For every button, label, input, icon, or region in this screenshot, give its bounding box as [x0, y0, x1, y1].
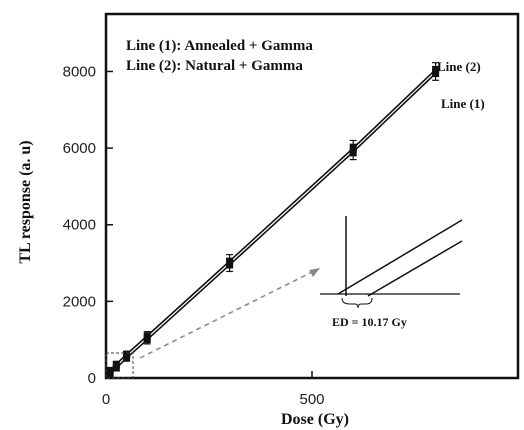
data-point	[112, 364, 120, 372]
inset-ed-brace	[341, 297, 373, 309]
data-point	[123, 350, 131, 358]
data-point	[112, 360, 120, 368]
y-axis-label: TL response (a. u)	[17, 140, 34, 263]
line-2-label: Line (2)	[437, 59, 481, 74]
data-point	[143, 332, 151, 340]
x-tick-label: 500	[299, 391, 324, 408]
zoom-arrow	[139, 270, 315, 359]
inset-ed-label: ED = 10.17 Gy	[332, 315, 407, 329]
y-tick-label: 8000	[63, 63, 96, 80]
series-line-1	[105, 72, 437, 379]
inset-line-2	[337, 219, 463, 295]
inset-detail: ED = 10.17 Gy	[320, 216, 463, 329]
data-point	[106, 370, 114, 378]
inset-line-1	[367, 240, 463, 297]
data-point	[226, 257, 234, 265]
y-axis-ticks: 0 2000 4000 6000 8000	[63, 63, 113, 387]
data-point	[349, 144, 357, 152]
zoom-region-box	[105, 352, 134, 379]
y-tick-label: 2000	[63, 293, 96, 310]
data-point	[123, 354, 131, 362]
x-axis-label: Dose (Gy)	[281, 411, 349, 428]
data-point	[432, 66, 440, 74]
legend-entry-1: Line (1): Annealed + Gamma	[126, 38, 313, 54]
zoom-arrow-head	[309, 268, 320, 277]
x-tick-label: 0	[102, 391, 110, 408]
y-tick-label: 6000	[63, 140, 96, 157]
y-tick-label: 4000	[63, 217, 96, 234]
legend-entry-2: Line (2): Natural + Gamma	[126, 58, 303, 74]
data-point	[106, 366, 114, 374]
line-1-label: Line (1)	[441, 96, 485, 111]
y-tick-label: 0	[88, 370, 96, 387]
series-layer	[105, 62, 440, 379]
x-axis-ticks: 0 500	[102, 371, 325, 408]
